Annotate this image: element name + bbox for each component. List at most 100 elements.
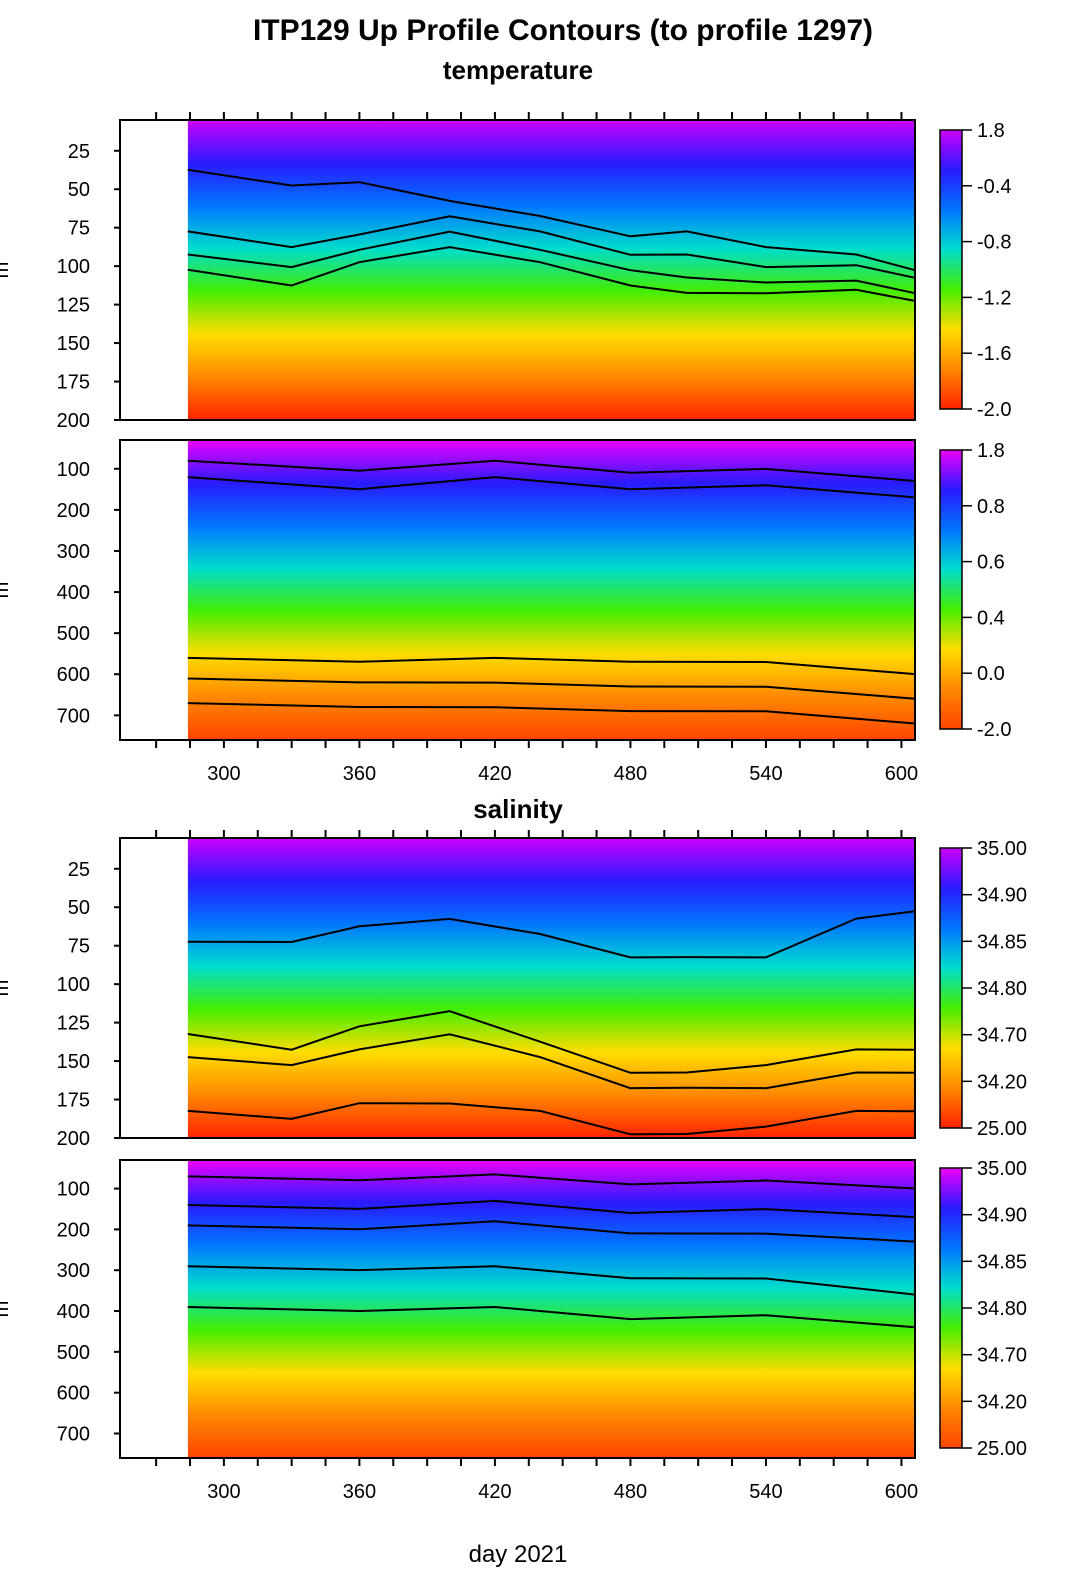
y-tick-label: 200 bbox=[57, 1128, 90, 1150]
x-tick-label: 300 bbox=[207, 763, 240, 785]
y-tick-label: 500 bbox=[57, 1342, 90, 1364]
colorbar bbox=[939, 129, 963, 410]
y-tick-label: 75 bbox=[68, 218, 90, 240]
colorbar-tick-label: 0.4 bbox=[977, 607, 1005, 629]
y-tick-label: 100 bbox=[57, 974, 90, 996]
x-tick-label: 600 bbox=[885, 763, 918, 785]
plot-frame bbox=[119, 1159, 916, 1459]
y-tick-label: 600 bbox=[57, 1383, 90, 1405]
y-tick-label: 75 bbox=[68, 936, 90, 958]
panel-0: 25 50 75 100 125 150 175 200 m 1.8 -0.4 -0.8 -1.2 -1.… bbox=[0, 112, 1011, 432]
x-tick-label: 540 bbox=[749, 763, 782, 785]
contour-line-0 bbox=[187, 1173, 916, 1190]
section-title-temperature: temperature bbox=[443, 55, 593, 85]
colorbar-tick-label: -2.0 bbox=[977, 719, 1011, 741]
x-tick-label: 480 bbox=[614, 763, 647, 785]
colorbar-tick-label: -0.4 bbox=[977, 176, 1011, 198]
contour-line-1 bbox=[187, 1199, 916, 1219]
y-tick-label: 400 bbox=[57, 1301, 90, 1323]
y-tick-label: 175 bbox=[57, 1090, 90, 1112]
contour-line-4 bbox=[187, 1305, 916, 1329]
colorbar-tick-label: 34.80 bbox=[977, 1298, 1027, 1320]
colorbar-tick-label: 34.80 bbox=[977, 978, 1027, 1000]
y-axis-label: m bbox=[0, 262, 13, 279]
colorbar-tick-label: 34.20 bbox=[977, 1071, 1027, 1093]
x-axis-label: day 2021 bbox=[469, 1541, 568, 1568]
y-axis-label: m bbox=[0, 582, 13, 599]
y-tick-label: 125 bbox=[57, 295, 90, 317]
colorbar-tick-label: 25.00 bbox=[977, 1118, 1027, 1140]
y-axis-label: m bbox=[0, 980, 13, 997]
contour-line-2 bbox=[187, 1033, 916, 1090]
colorbar bbox=[939, 1167, 963, 1449]
colorbar-tick-label: 35.00 bbox=[977, 838, 1027, 860]
contour-line-3 bbox=[187, 1102, 916, 1136]
colorbar-tick-label: 0.8 bbox=[977, 496, 1005, 518]
y-tick-label: 150 bbox=[57, 1051, 90, 1073]
colorbar-tick-label: 0.6 bbox=[977, 552, 1005, 574]
panel-3: 100 200 300 400 500 600 700 m 300 360 420 480 540 600… bbox=[0, 1158, 1027, 1503]
y-tick-label: 700 bbox=[57, 705, 90, 727]
x-tick-label: 480 bbox=[614, 1481, 647, 1503]
y-tick-label: 200 bbox=[57, 500, 90, 522]
y-tick-label: 125 bbox=[57, 1013, 90, 1035]
y-tick-label: 50 bbox=[68, 897, 90, 919]
y-tick-label: 100 bbox=[57, 459, 90, 481]
colorbar-tick-label: 1.8 bbox=[977, 440, 1005, 462]
y-tick-label: 700 bbox=[57, 1424, 90, 1446]
contour-line-2 bbox=[187, 1220, 916, 1243]
contour-line-3 bbox=[187, 246, 916, 302]
heatmap-field bbox=[187, 120, 915, 420]
x-tick-label: 360 bbox=[343, 1481, 376, 1503]
contour-line-3 bbox=[187, 1265, 916, 1296]
colorbar-tick-label: -2.0 bbox=[977, 399, 1011, 421]
colorbar-tick-label: 0.0 bbox=[977, 663, 1005, 685]
no-data-region bbox=[120, 838, 188, 1138]
contour-line-1 bbox=[187, 1010, 916, 1074]
contour-line-0 bbox=[187, 459, 916, 482]
y-tick-label: 100 bbox=[57, 1179, 90, 1201]
colorbar-tick-label: 34.90 bbox=[977, 1205, 1027, 1227]
y-tick-label: 200 bbox=[57, 410, 90, 432]
panel-2: 25 50 75 100 125 150 175 200 m 35.00 34.90 34.85 34.… bbox=[0, 830, 1027, 1150]
x-tick-label: 600 bbox=[885, 1481, 918, 1503]
x-tick-label: 360 bbox=[343, 763, 376, 785]
colorbar-tick-label: -1.2 bbox=[977, 287, 1011, 309]
panel-1: 100 200 300 400 500 600 700 m 300 360 420 480 540 600… bbox=[0, 439, 1011, 785]
colorbar-tick-label: 1.8 bbox=[977, 120, 1005, 142]
y-tick-label: 600 bbox=[57, 664, 90, 686]
colorbar-tick-label: 34.70 bbox=[977, 1345, 1027, 1367]
colorbar-tick-label: -0.8 bbox=[977, 232, 1011, 254]
x-tick-label: 300 bbox=[207, 1481, 240, 1503]
colorbar-tick-label: 34.90 bbox=[977, 885, 1027, 907]
x-tick-label: 420 bbox=[478, 1481, 511, 1503]
colorbar-tick-label: 35.00 bbox=[977, 1158, 1027, 1180]
y-tick-label: 25 bbox=[68, 859, 90, 881]
no-data-region bbox=[120, 120, 188, 420]
no-data-region bbox=[120, 1160, 188, 1458]
y-tick-label: 150 bbox=[57, 333, 90, 355]
y-tick-label: 50 bbox=[68, 179, 90, 201]
colorbar-tick-label: 34.85 bbox=[977, 1251, 1027, 1273]
y-tick-label: 175 bbox=[57, 372, 90, 394]
y-tick-label: 300 bbox=[57, 1260, 90, 1282]
colorbar bbox=[939, 847, 963, 1129]
contour-line-2 bbox=[187, 230, 916, 295]
contour-line-4 bbox=[187, 702, 916, 725]
contour-line-0 bbox=[187, 168, 916, 272]
y-tick-label: 300 bbox=[57, 541, 90, 563]
contour-line-1 bbox=[187, 215, 916, 279]
plot-frame bbox=[119, 119, 916, 421]
y-tick-label: 400 bbox=[57, 582, 90, 604]
y-tick-label: 100 bbox=[57, 256, 90, 278]
plot-frame bbox=[119, 439, 916, 741]
x-tick-label: 540 bbox=[749, 1481, 782, 1503]
contour-line-0 bbox=[187, 910, 916, 959]
colorbar-tick-label: 34.20 bbox=[977, 1391, 1027, 1413]
contour-line-1 bbox=[187, 476, 916, 499]
colorbar-tick-label: 34.70 bbox=[977, 1025, 1027, 1047]
contour-line-2 bbox=[187, 656, 916, 676]
heatmap-field bbox=[187, 440, 915, 740]
y-tick-label: 500 bbox=[57, 623, 90, 645]
